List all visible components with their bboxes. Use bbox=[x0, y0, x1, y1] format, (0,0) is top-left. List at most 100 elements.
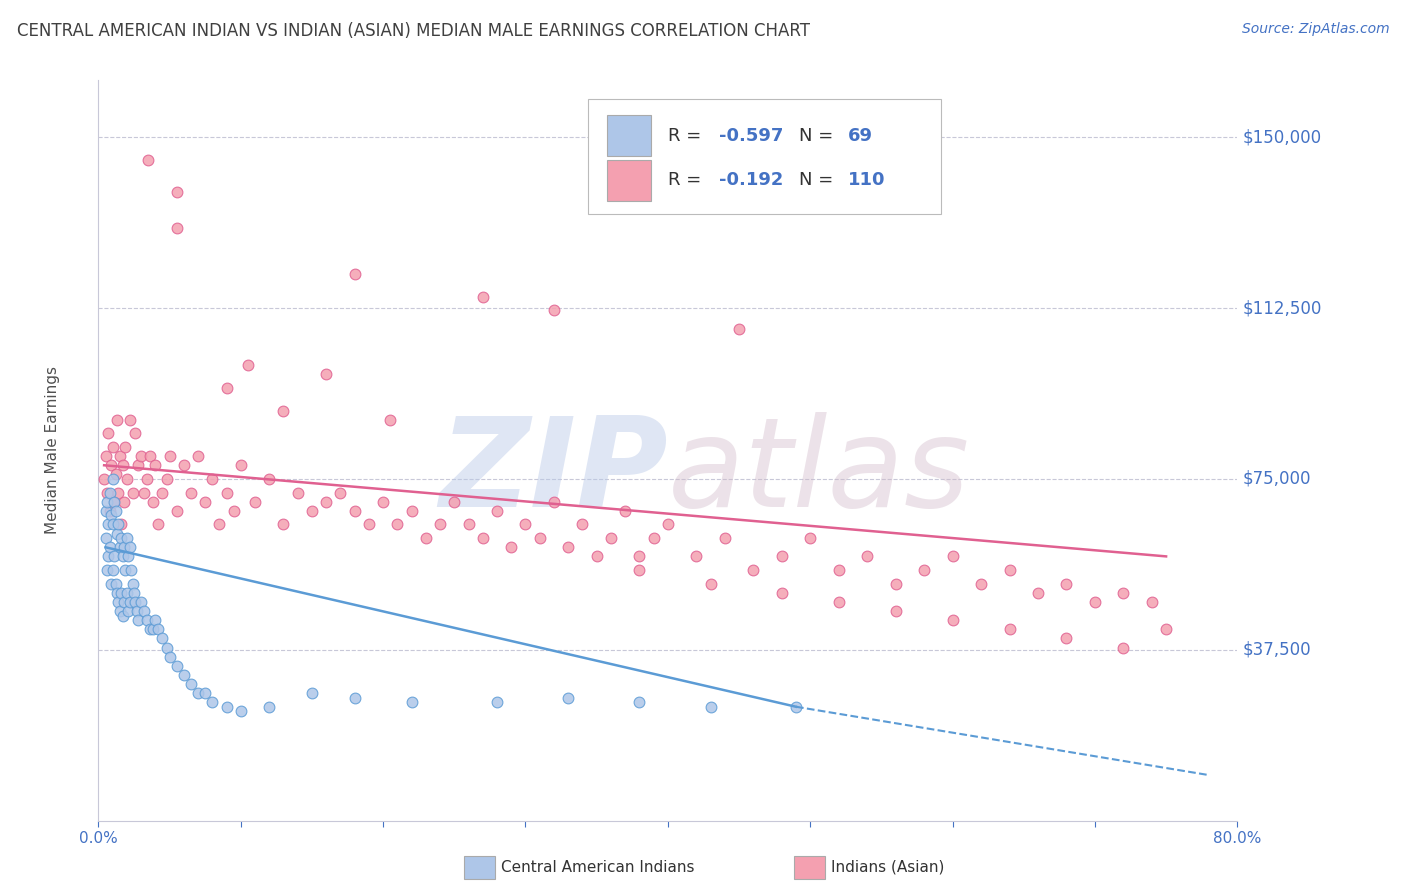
Text: Indians (Asian): Indians (Asian) bbox=[831, 860, 945, 874]
Point bbox=[141, 622, 163, 636]
Point bbox=[998, 563, 1021, 577]
Point bbox=[685, 549, 707, 564]
Point bbox=[443, 494, 465, 508]
Point bbox=[229, 458, 252, 473]
Point bbox=[115, 531, 138, 545]
Point bbox=[799, 531, 821, 545]
Point bbox=[136, 153, 159, 167]
Point bbox=[111, 608, 134, 623]
Text: CENTRAL AMERICAN INDIAN VS INDIAN (ASIAN) MEDIAN MALE EARNINGS CORRELATION CHART: CENTRAL AMERICAN INDIAN VS INDIAN (ASIAN… bbox=[17, 22, 810, 40]
Point bbox=[401, 504, 423, 518]
Point bbox=[108, 449, 131, 463]
Point bbox=[201, 472, 224, 486]
Point bbox=[105, 526, 128, 541]
Point bbox=[115, 586, 138, 600]
Point bbox=[1026, 586, 1049, 600]
Point bbox=[117, 549, 139, 564]
Point bbox=[118, 595, 141, 609]
Point bbox=[94, 449, 117, 463]
Point bbox=[315, 494, 337, 508]
Point bbox=[329, 485, 352, 500]
Point bbox=[501, 541, 523, 555]
Point bbox=[1112, 586, 1135, 600]
Point bbox=[1154, 622, 1177, 636]
Point bbox=[699, 576, 721, 591]
Point bbox=[373, 494, 395, 508]
Point bbox=[112, 595, 135, 609]
Point bbox=[380, 413, 402, 427]
Point bbox=[166, 221, 188, 235]
Point bbox=[259, 699, 281, 714]
Point bbox=[135, 613, 157, 627]
Point bbox=[121, 485, 143, 500]
Point bbox=[315, 367, 337, 381]
Point bbox=[543, 303, 565, 318]
Text: 110: 110 bbox=[848, 171, 886, 189]
Point bbox=[115, 472, 138, 486]
Point bbox=[166, 658, 188, 673]
Point bbox=[884, 604, 907, 618]
Point bbox=[156, 472, 179, 486]
Point bbox=[166, 185, 188, 199]
Point bbox=[108, 604, 131, 618]
Point bbox=[180, 485, 202, 500]
Point bbox=[103, 494, 125, 508]
Point bbox=[107, 485, 129, 500]
Point bbox=[884, 576, 907, 591]
Point bbox=[111, 549, 134, 564]
Point bbox=[194, 494, 217, 508]
Point bbox=[132, 604, 155, 618]
Point bbox=[970, 576, 993, 591]
Point bbox=[628, 563, 651, 577]
Bar bbox=[607, 160, 651, 201]
Point bbox=[628, 549, 651, 564]
Point bbox=[107, 595, 129, 609]
Point bbox=[201, 695, 224, 709]
Point bbox=[628, 695, 651, 709]
Point bbox=[187, 686, 209, 700]
Point bbox=[236, 358, 259, 372]
Point bbox=[112, 541, 135, 555]
Point bbox=[222, 504, 245, 518]
Point bbox=[98, 504, 121, 518]
Point bbox=[100, 458, 122, 473]
Point bbox=[129, 595, 152, 609]
Point bbox=[301, 504, 323, 518]
Point bbox=[229, 704, 252, 718]
Point bbox=[152, 632, 174, 646]
Point bbox=[471, 531, 494, 545]
Point bbox=[97, 517, 120, 532]
Point bbox=[117, 604, 139, 618]
Point bbox=[273, 403, 295, 417]
Point bbox=[104, 504, 127, 518]
Text: Source: ZipAtlas.com: Source: ZipAtlas.com bbox=[1241, 22, 1389, 37]
Point bbox=[770, 586, 793, 600]
Point bbox=[387, 517, 409, 532]
Point bbox=[1140, 595, 1163, 609]
Point bbox=[94, 531, 117, 545]
Point bbox=[114, 563, 136, 577]
Point bbox=[287, 485, 309, 500]
Point bbox=[187, 449, 209, 463]
Point bbox=[101, 440, 124, 454]
Point bbox=[457, 517, 479, 532]
Point bbox=[166, 504, 188, 518]
Point bbox=[101, 517, 124, 532]
Point bbox=[93, 472, 115, 486]
Point bbox=[486, 504, 509, 518]
Point bbox=[156, 640, 179, 655]
Point bbox=[301, 686, 323, 700]
Point bbox=[273, 517, 295, 532]
Point bbox=[124, 426, 146, 441]
Point bbox=[942, 613, 965, 627]
Point bbox=[173, 668, 195, 682]
Point bbox=[828, 595, 851, 609]
Point bbox=[124, 595, 146, 609]
Text: ZIP: ZIP bbox=[439, 412, 668, 533]
Point bbox=[1056, 632, 1078, 646]
Point bbox=[118, 413, 141, 427]
Point bbox=[343, 690, 366, 705]
Point bbox=[173, 458, 195, 473]
Point bbox=[100, 576, 122, 591]
Point bbox=[471, 290, 494, 304]
